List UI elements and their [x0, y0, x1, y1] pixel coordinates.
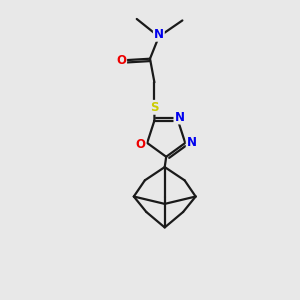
Text: N: N: [187, 136, 197, 149]
Text: O: O: [116, 54, 126, 67]
Text: S: S: [150, 101, 159, 114]
Text: O: O: [136, 138, 146, 151]
Text: N: N: [174, 110, 184, 124]
Text: N: N: [154, 28, 164, 41]
